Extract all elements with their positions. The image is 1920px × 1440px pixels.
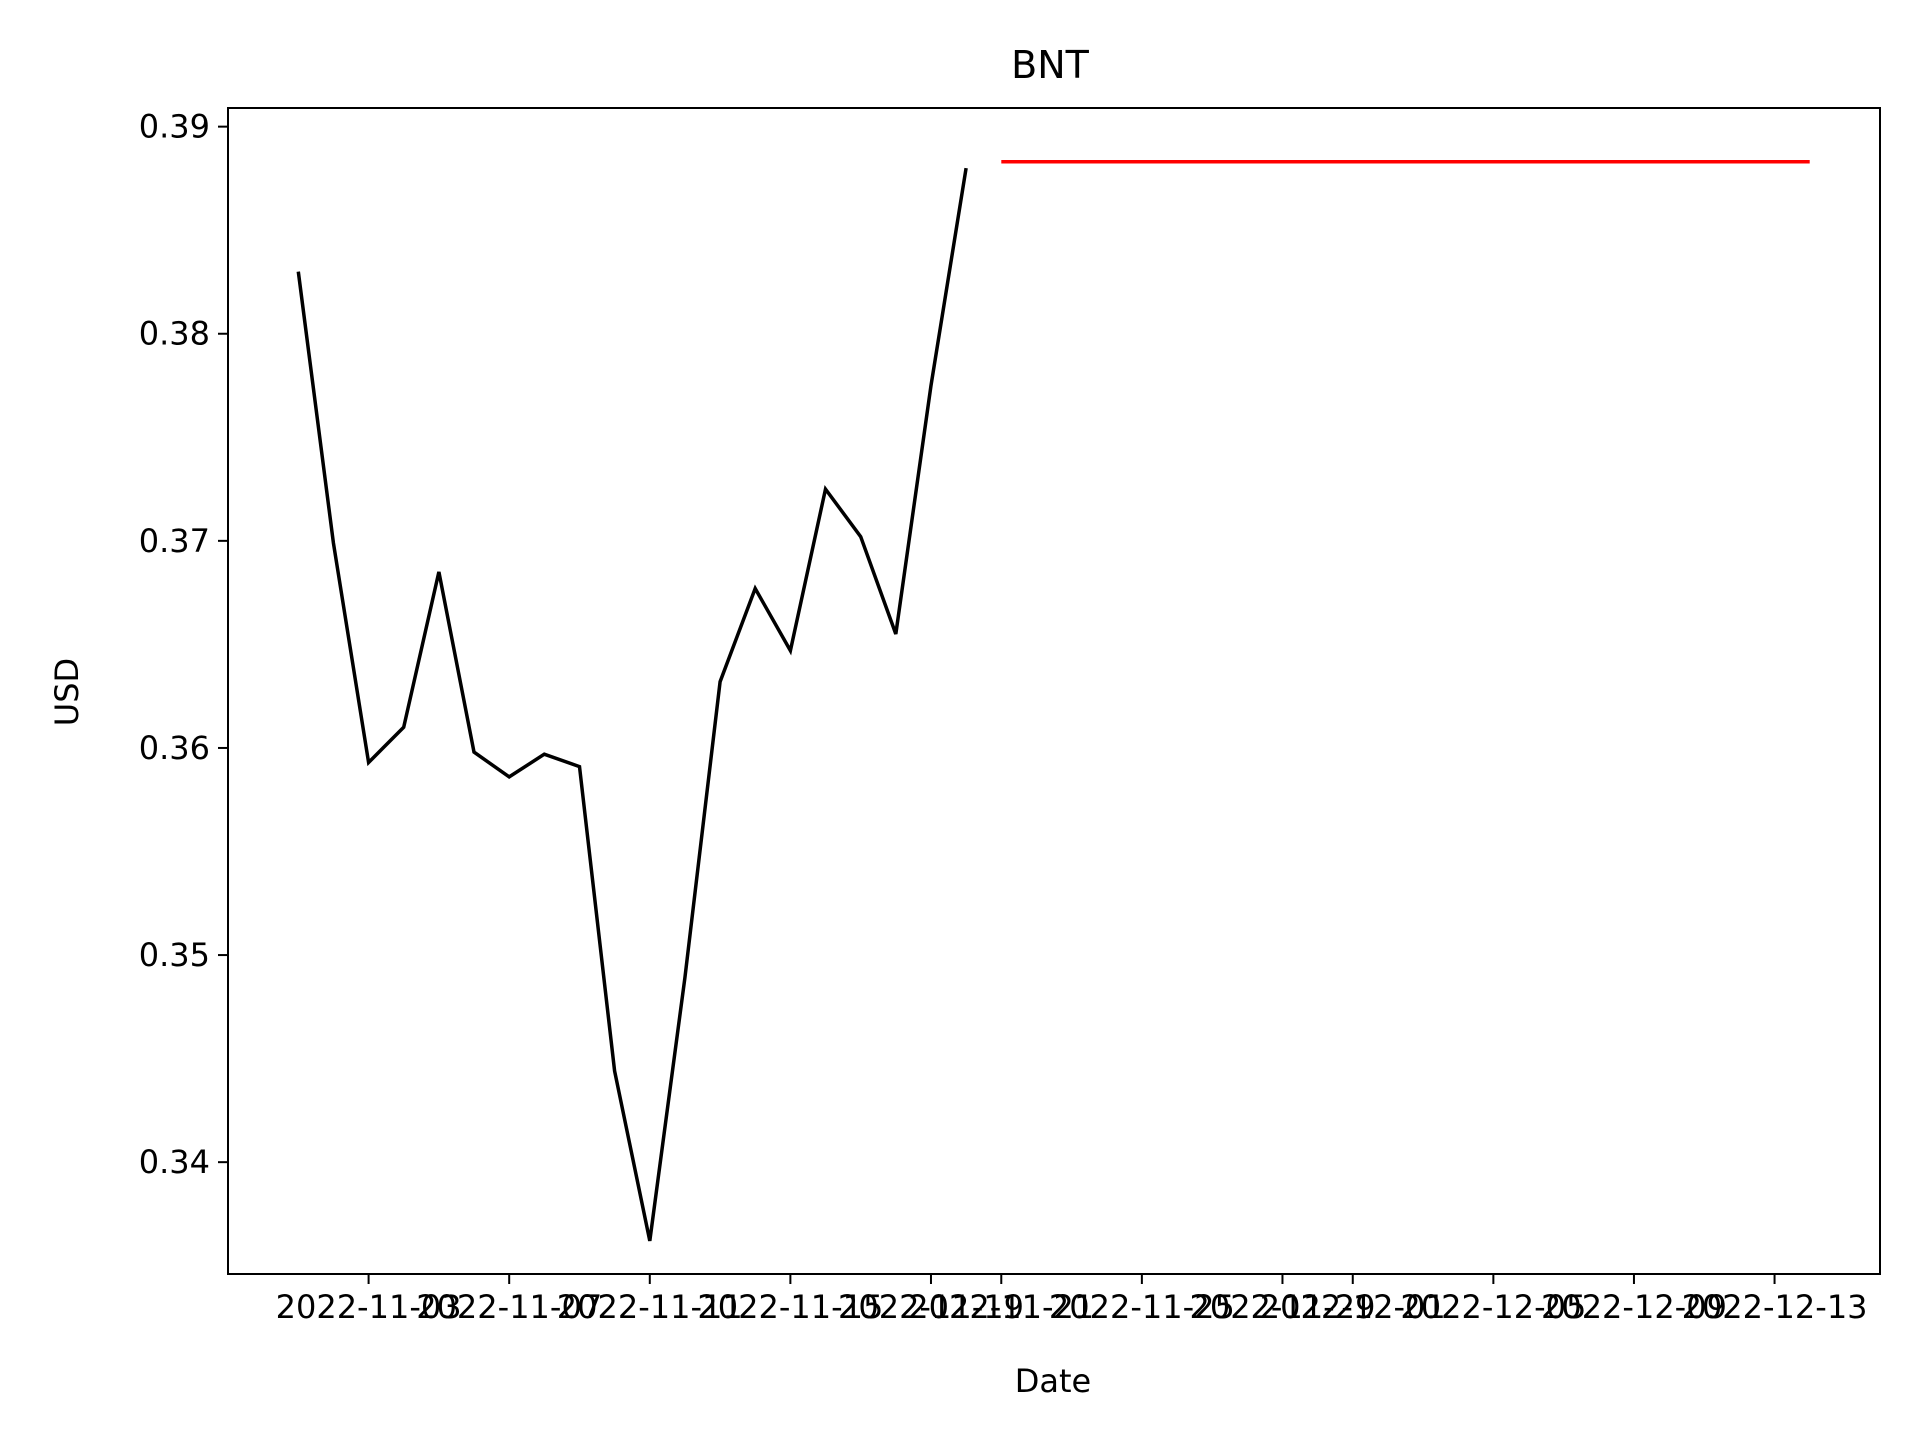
- x-tick-label: 2022-11-03: [276, 1288, 462, 1326]
- y-tick-label: 0.36: [139, 729, 210, 767]
- x-tick-label: 2022-12-09: [1541, 1288, 1727, 1326]
- y-tick-label: 0.39: [139, 108, 210, 146]
- x-tick-label: 2022-12-01: [1260, 1288, 1446, 1326]
- x-tick-label: 2022-11-25: [1049, 1288, 1235, 1326]
- y-axis-label: USD: [48, 658, 86, 726]
- y-tick-label: 0.35: [139, 936, 210, 974]
- x-tick-label: 2022-11-15: [697, 1288, 883, 1326]
- x-tick-label: 2022-12-13: [1682, 1288, 1868, 1326]
- y-tick-label: 0.38: [139, 315, 210, 353]
- x-axis-label: Date: [1015, 1362, 1091, 1400]
- plot-area: [296, 160, 1810, 1242]
- x-tick-label: 2022-12-05: [1400, 1288, 1586, 1326]
- series-line-1: [296, 167, 968, 1242]
- x-tick-label: 2022-11-29: [1189, 1288, 1375, 1326]
- x-tick-label: 2022-11-21: [908, 1288, 1094, 1326]
- y-tick-label: 0.37: [139, 522, 210, 560]
- x-axis: 2022-11-032022-11-072022-11-112022-11-15…: [276, 1274, 1868, 1326]
- x-tick-label: 2022-11-11: [557, 1288, 743, 1326]
- x-tick-label: 2022-11-19: [838, 1288, 1024, 1326]
- x-tick-label: 2022-11-07: [416, 1288, 602, 1326]
- plot-frame: [227, 107, 1881, 1275]
- y-tick-label: 0.34: [139, 1143, 210, 1181]
- y-axis: 0.34 0.35 0.36 0.37 0.38 0.39: [139, 108, 228, 1181]
- chart-title: BNT: [1011, 43, 1089, 87]
